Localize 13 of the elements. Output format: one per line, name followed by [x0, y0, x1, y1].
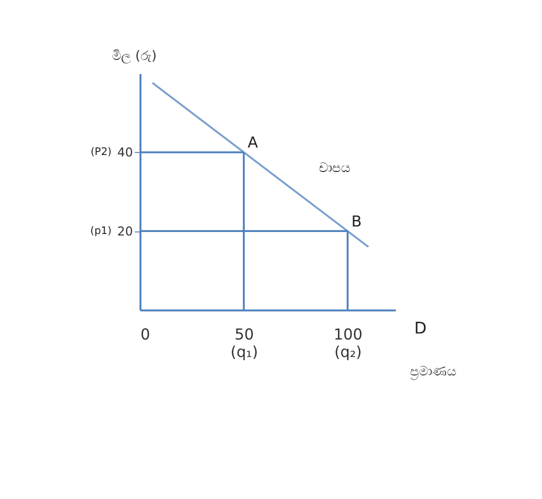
x-tick-label: 0 — [140, 326, 150, 344]
x-axis-title: ප්‍රමාණය — [410, 364, 456, 380]
y-axis-title: මිල (රු) — [112, 48, 157, 64]
text: (p1) — [90, 224, 112, 237]
text: (P2) — [90, 146, 112, 158]
y-tick-label: 20 — [117, 224, 133, 238]
text: D — [414, 318, 427, 338]
annotation: A — [248, 134, 259, 152]
annotation: B — [351, 212, 362, 230]
x-tick-label: 50 (q₁) — [230, 326, 258, 361]
annotation: චාපය — [318, 160, 350, 176]
x-tick-label: 100 (q₂) — [334, 326, 363, 361]
y-tick-label: 40 — [117, 146, 133, 160]
